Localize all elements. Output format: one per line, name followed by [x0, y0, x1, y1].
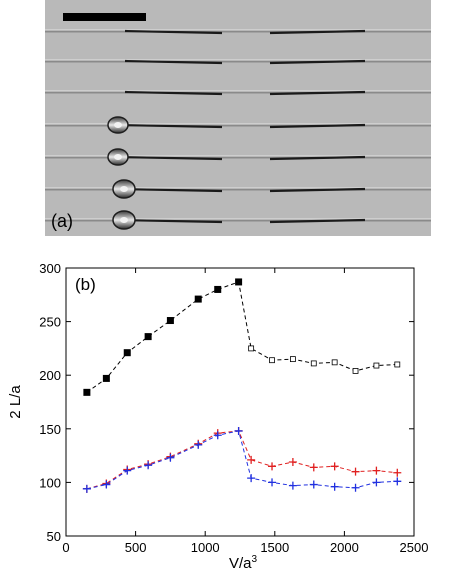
data-point: [213, 431, 222, 440]
data-point: [102, 374, 110, 382]
y-tick-label: 300: [39, 261, 61, 276]
data-point: [247, 455, 256, 464]
droplet-highlight: [114, 154, 122, 160]
x-tick-label: 0: [62, 540, 69, 555]
liquid-film-right: [269, 90, 366, 96]
data-point: [268, 478, 277, 487]
y-tick-label: 200: [39, 368, 61, 383]
x-axis-label: V/a3: [229, 554, 258, 572]
liquid-film-left: [117, 155, 223, 161]
series-line: [86, 281, 398, 393]
y-tick-label: 100: [39, 475, 61, 490]
data-point: [214, 285, 222, 293]
data-point: [247, 474, 256, 483]
data-series: [82, 278, 402, 493]
micrograph-background: [45, 0, 431, 236]
y-tick-label: 150: [39, 422, 61, 437]
fiber-row: [45, 59, 431, 65]
liquid-film-right: [269, 155, 366, 161]
data-point: [235, 278, 243, 286]
data-point: [372, 466, 381, 475]
data-point: [248, 345, 255, 352]
data-point: [330, 462, 339, 471]
fiber-row: [45, 210, 431, 230]
liquid-film-right: [269, 59, 366, 65]
data-point: [234, 426, 243, 435]
series-1: [83, 278, 401, 396]
fiber-row: [45, 179, 431, 199]
panel-label-b: (b): [75, 275, 96, 294]
scale-bar: [63, 13, 146, 21]
data-point: [102, 480, 111, 489]
data-point: [82, 484, 91, 493]
liquid-film-left: [124, 59, 223, 65]
data-point: [393, 468, 402, 477]
micrograph-panel-a: (a): [45, 0, 431, 236]
data-point: [288, 458, 297, 467]
droplet-highlight: [114, 122, 122, 128]
series-3: [82, 426, 402, 493]
series-2: [82, 426, 402, 493]
data-point: [123, 466, 132, 475]
data-point: [393, 477, 402, 486]
droplet-highlight: [120, 217, 128, 223]
fiber-row: [45, 29, 431, 35]
liquid-film-left: [124, 29, 223, 35]
liquid-film-right: [269, 29, 366, 35]
x-tick-label: 2000: [330, 540, 359, 555]
data-point: [309, 463, 318, 472]
data-point: [123, 349, 131, 357]
liquid-film-right: [269, 187, 366, 193]
droplet-highlight: [120, 186, 128, 192]
x-tick-label: 2500: [400, 540, 429, 555]
data-point: [194, 295, 202, 303]
data-point: [351, 483, 360, 492]
data-point: [166, 453, 175, 462]
data-point: [351, 467, 360, 476]
data-point: [394, 361, 401, 368]
liquid-film-left: [117, 123, 223, 129]
data-point: [269, 357, 275, 364]
plot-frame: [65, 267, 415, 537]
data-point: [194, 440, 203, 449]
data-point: [289, 356, 296, 363]
fiber-row: [45, 148, 431, 166]
x-axis-label-main: V/a: [229, 555, 252, 572]
data-point: [373, 362, 380, 369]
liquid-film-right: [269, 123, 366, 129]
data-point: [268, 462, 277, 471]
y-tick-label: 250: [39, 315, 61, 330]
fiber-row: [45, 116, 431, 134]
fiber-row: [45, 90, 431, 96]
x-tick-label: 1500: [260, 540, 289, 555]
data-point: [331, 359, 338, 366]
liquid-film-right: [269, 218, 366, 224]
panel-label-a: (a): [51, 211, 73, 231]
data-point: [288, 481, 297, 490]
x-axis-label-sup: 3: [251, 554, 257, 565]
data-point: [309, 480, 318, 489]
x-tick-label: 1000: [191, 540, 220, 555]
y-axis-label: 2 L/a: [7, 385, 24, 419]
fiber-rows: [45, 29, 431, 230]
x-axis-ticks: 0 500 1000 1500 2000 2500: [62, 268, 428, 555]
data-point: [352, 368, 359, 374]
series-line: [86, 430, 398, 490]
data-point: [330, 482, 339, 491]
y-tick-label: 50: [47, 529, 61, 544]
data-point: [144, 333, 152, 341]
data-point: [166, 317, 174, 325]
series-line: [86, 430, 398, 490]
data-point: [310, 360, 317, 367]
x-tick-label: 500: [125, 540, 147, 555]
data-point: [144, 461, 153, 470]
data-point: [83, 388, 91, 396]
liquid-film-left: [124, 90, 223, 96]
data-point: [372, 478, 381, 487]
y-axis-ticks: 50 100 150 200 250 300: [39, 261, 414, 544]
